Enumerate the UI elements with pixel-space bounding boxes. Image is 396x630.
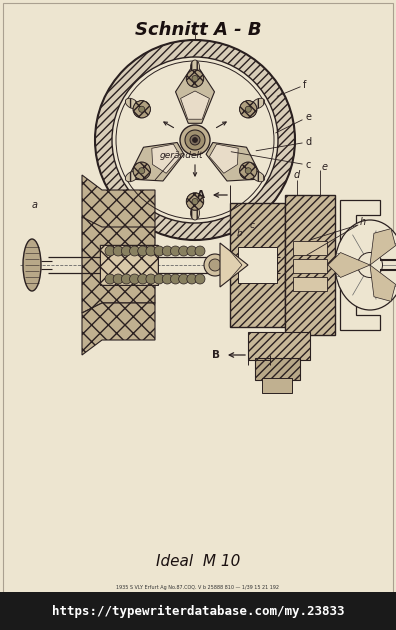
Polygon shape <box>220 243 248 287</box>
Circle shape <box>105 246 115 256</box>
Polygon shape <box>128 142 184 181</box>
Bar <box>238 247 277 283</box>
Bar <box>262 378 292 393</box>
Circle shape <box>240 101 257 118</box>
Polygon shape <box>82 175 155 227</box>
Polygon shape <box>100 245 158 285</box>
Text: b: b <box>236 229 242 238</box>
Circle shape <box>129 274 139 284</box>
Circle shape <box>170 246 181 256</box>
Circle shape <box>186 193 204 210</box>
Circle shape <box>138 246 148 256</box>
Text: a: a <box>32 200 38 210</box>
Text: h: h <box>307 217 366 255</box>
Text: f: f <box>277 80 307 96</box>
Bar <box>293 277 327 291</box>
Circle shape <box>162 246 172 256</box>
Bar <box>230 203 285 327</box>
Ellipse shape <box>23 239 41 291</box>
Bar <box>293 241 327 255</box>
Text: c: c <box>231 152 310 170</box>
Circle shape <box>209 259 221 271</box>
Polygon shape <box>152 144 181 173</box>
Ellipse shape <box>190 206 200 220</box>
Bar <box>285 195 335 335</box>
Circle shape <box>121 246 131 256</box>
Text: Ideal  M 10: Ideal M 10 <box>156 554 240 570</box>
Circle shape <box>185 130 205 150</box>
Circle shape <box>245 168 251 174</box>
Circle shape <box>179 246 188 256</box>
Circle shape <box>192 76 198 81</box>
Polygon shape <box>328 253 370 277</box>
Circle shape <box>95 40 295 240</box>
Polygon shape <box>82 303 155 355</box>
Polygon shape <box>82 217 155 313</box>
Circle shape <box>112 57 278 223</box>
Circle shape <box>192 137 198 142</box>
Ellipse shape <box>190 60 200 74</box>
Circle shape <box>204 254 226 276</box>
Bar <box>293 259 327 273</box>
Circle shape <box>170 274 181 284</box>
Bar <box>100 245 158 285</box>
Text: 1935 S VLY Erfurt Ag No.87.COQ. V b 25888 810 — 1/39 15 21 192: 1935 S VLY Erfurt Ag No.87.COQ. V b 2588… <box>116 585 280 590</box>
Bar <box>248 332 310 360</box>
Bar <box>255 358 300 380</box>
Circle shape <box>138 274 148 284</box>
Text: d: d <box>294 170 300 180</box>
Circle shape <box>240 162 257 180</box>
Text: gerändelt: gerändelt <box>160 151 204 159</box>
Circle shape <box>162 274 172 284</box>
Circle shape <box>121 274 131 284</box>
Polygon shape <box>206 142 263 181</box>
Ellipse shape <box>125 98 138 109</box>
Circle shape <box>190 135 200 145</box>
Text: A: A <box>197 190 205 200</box>
Circle shape <box>245 106 251 112</box>
Circle shape <box>154 246 164 256</box>
Ellipse shape <box>335 220 396 310</box>
Circle shape <box>113 246 123 256</box>
Polygon shape <box>370 265 396 301</box>
Circle shape <box>139 168 145 174</box>
Circle shape <box>179 274 188 284</box>
Text: c: c <box>250 220 255 229</box>
Circle shape <box>187 246 197 256</box>
Polygon shape <box>175 62 215 123</box>
Circle shape <box>192 198 198 205</box>
Polygon shape <box>340 200 380 330</box>
Ellipse shape <box>358 253 383 277</box>
Circle shape <box>146 274 156 284</box>
Text: e: e <box>322 162 328 172</box>
Polygon shape <box>370 229 396 265</box>
Circle shape <box>139 106 145 112</box>
Circle shape <box>146 246 156 256</box>
Ellipse shape <box>252 171 265 181</box>
Text: e: e <box>276 112 311 133</box>
Circle shape <box>113 274 123 284</box>
Circle shape <box>133 101 150 118</box>
Circle shape <box>129 246 139 256</box>
Bar <box>0 592 396 630</box>
Text: Schnitt A - B: Schnitt A - B <box>135 21 261 39</box>
Circle shape <box>180 125 210 155</box>
Circle shape <box>187 274 197 284</box>
Circle shape <box>133 162 150 180</box>
Circle shape <box>195 246 205 256</box>
Circle shape <box>186 70 204 87</box>
Polygon shape <box>181 91 209 119</box>
Circle shape <box>105 274 115 284</box>
Circle shape <box>154 274 164 284</box>
Text: d: d <box>256 137 311 151</box>
Polygon shape <box>209 144 238 173</box>
Text: B: B <box>212 350 220 360</box>
Ellipse shape <box>125 171 138 181</box>
Text: https://typewriterdatabase.com/my.23833: https://typewriterdatabase.com/my.23833 <box>52 604 344 617</box>
Ellipse shape <box>252 98 265 109</box>
Circle shape <box>195 274 205 284</box>
